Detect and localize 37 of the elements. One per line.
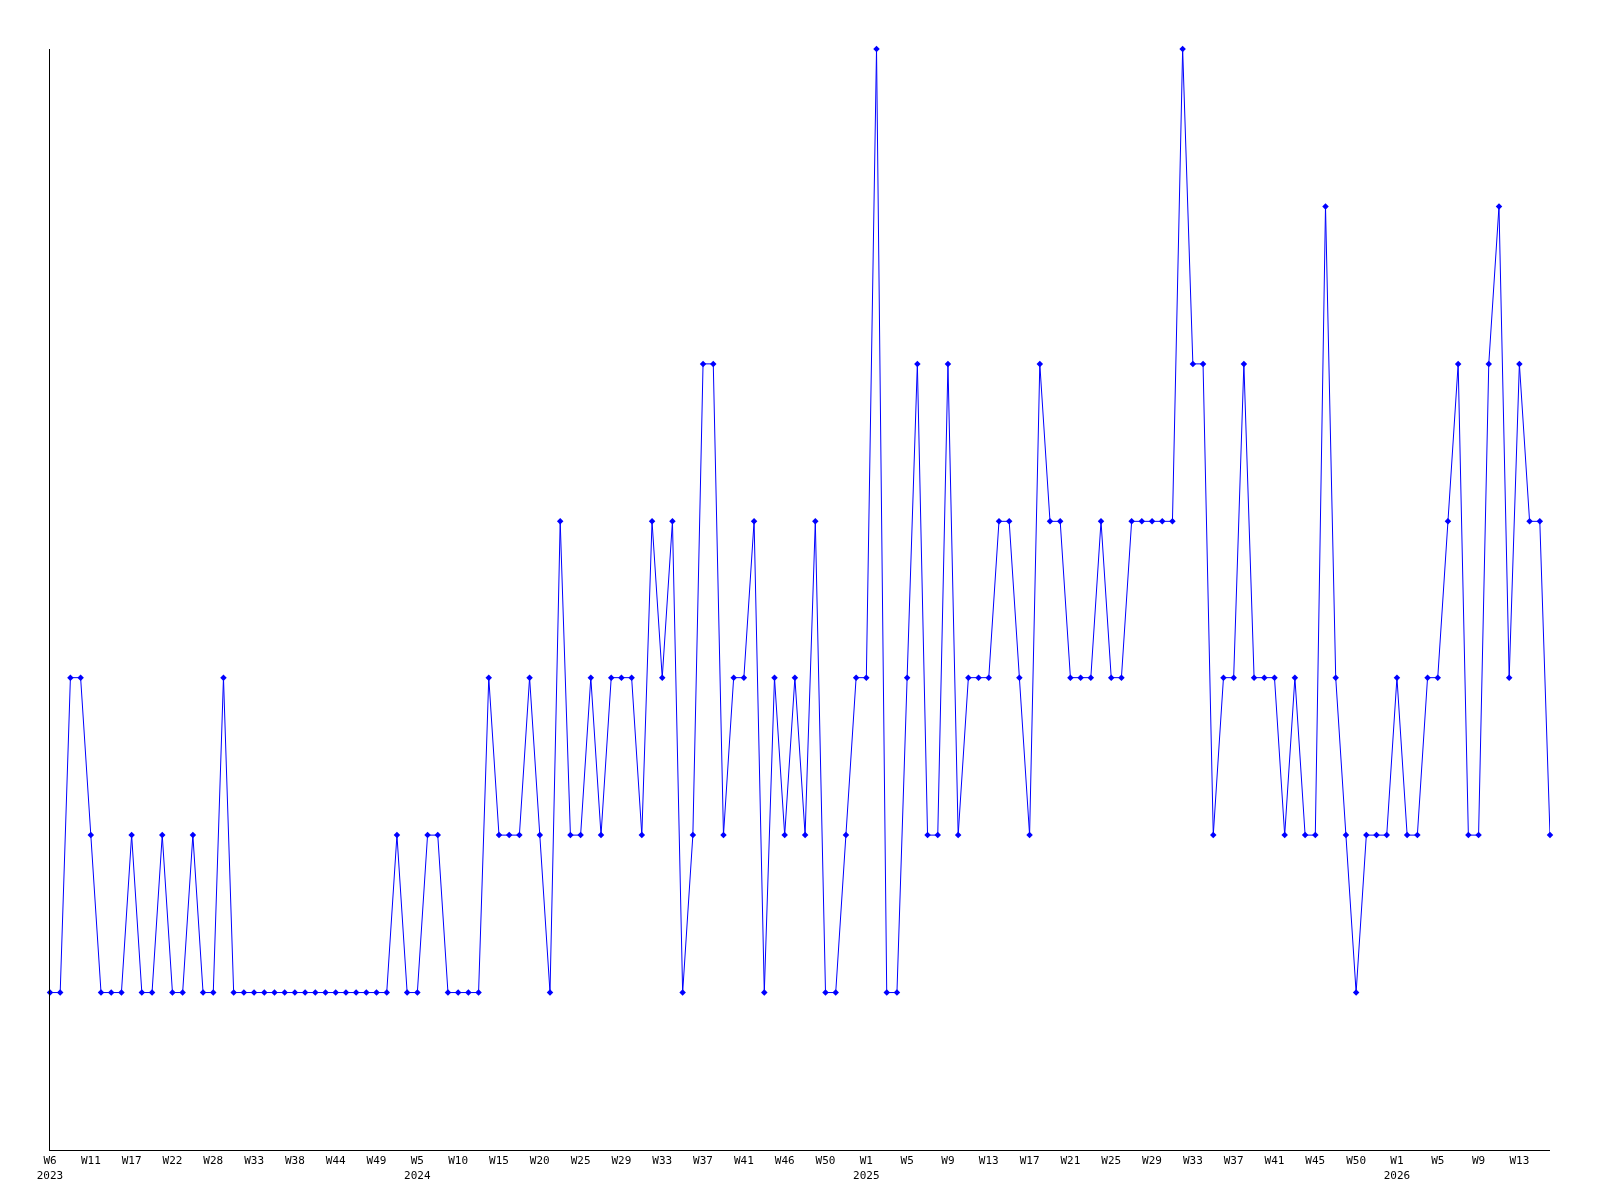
x-tick-label: W46	[774, 1154, 795, 1168]
x-tick-label: W13	[1509, 1154, 1530, 1168]
x-tick-label: W5	[900, 1154, 914, 1168]
x-tick-label: W17	[1019, 1154, 1040, 1168]
x-tick-label: W1 2025	[853, 1154, 880, 1182]
x-tick-label: W33	[244, 1154, 265, 1168]
x-tick-label: W9	[1471, 1154, 1486, 1168]
x-tick-label: W41	[1264, 1154, 1285, 1168]
x-tick-label: W22	[162, 1154, 183, 1168]
x-tick-label: W29	[611, 1154, 632, 1168]
x-tick-label: W28	[203, 1154, 224, 1168]
x-tick-label: W44	[325, 1154, 347, 1168]
x-tick-label: W25	[1101, 1154, 1122, 1168]
x-tick-label: W17	[121, 1154, 142, 1168]
x-tick-label: W25	[570, 1154, 591, 1168]
x-tick-label: W33	[1182, 1154, 1203, 1168]
x-tick-label: W1 2026	[1383, 1154, 1411, 1182]
x-tick-label: W10	[448, 1154, 469, 1168]
x-tick-label: W37	[1223, 1154, 1244, 1168]
x-tick-label: W50	[1346, 1154, 1367, 1168]
x-tick-label: W5 2024	[404, 1154, 431, 1182]
x-tick-label: W15	[489, 1154, 509, 1168]
x-tick-label: W20	[529, 1154, 550, 1168]
x-tick-label: W37	[693, 1154, 713, 1168]
x-tick-label: W41	[733, 1154, 754, 1168]
x-tick-label: W21	[1060, 1154, 1081, 1168]
x-tick-label: W38	[284, 1154, 305, 1168]
x-tick-label: W50	[815, 1154, 836, 1168]
x-tick-label: W45	[1305, 1154, 1326, 1168]
x-tick-label: W29	[1142, 1154, 1162, 1168]
x-tick-label: W11	[80, 1154, 101, 1168]
x-tick-label: W33	[652, 1154, 673, 1168]
x-tick-label: W13	[978, 1154, 999, 1168]
x-tick-label: W9	[941, 1154, 955, 1168]
x-tick-label: W5	[1431, 1154, 1445, 1168]
x-tick-label: W6 2023	[36, 1154, 64, 1182]
x-tick-label: W49	[366, 1154, 387, 1168]
